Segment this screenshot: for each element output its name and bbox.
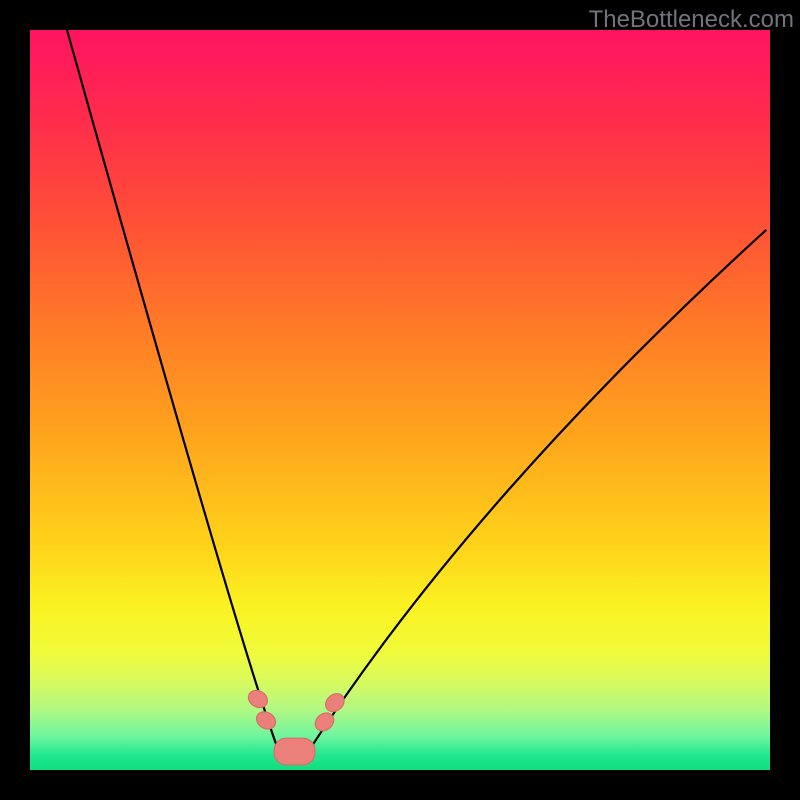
watermark-text: TheBottleneck.com — [589, 6, 794, 34]
gradient-background — [30, 30, 770, 770]
bottleneck-chart — [0, 0, 800, 800]
canvas: TheBottleneck.com — [0, 0, 800, 800]
marker-bar — [274, 738, 315, 765]
